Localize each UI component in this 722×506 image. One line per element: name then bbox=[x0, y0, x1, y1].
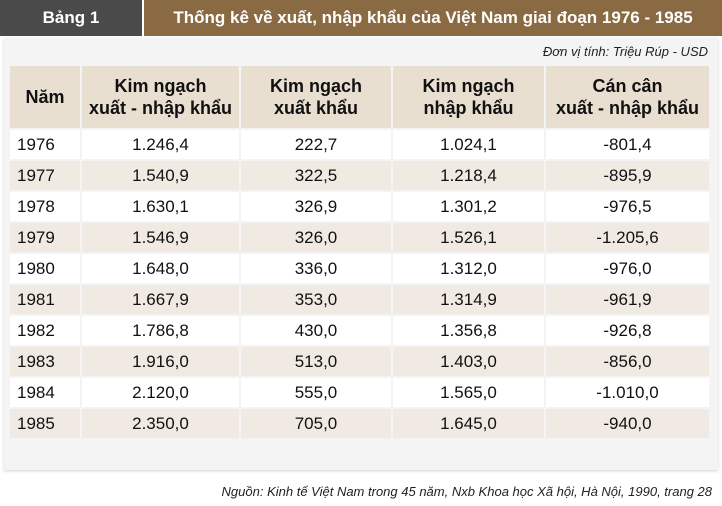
year-cell: 1980 bbox=[10, 254, 82, 285]
imports-cell: 1.526,1 bbox=[393, 223, 546, 254]
exports-cell: 513,0 bbox=[241, 347, 393, 378]
year-cell: 1982 bbox=[10, 316, 82, 347]
total-trade-cell: 1.546,9 bbox=[82, 223, 241, 254]
total-trade-cell: 2.350,0 bbox=[82, 409, 241, 440]
col-header-line: Kim ngạch bbox=[269, 76, 362, 96]
table-row: 1978 1.630,1 326,9 1.301,2 -976,5 bbox=[10, 192, 709, 223]
imports-cell: 1.024,1 bbox=[393, 130, 546, 161]
total-trade-cell: 1.648,0 bbox=[82, 254, 241, 285]
trade-balance-cell: -961,9 bbox=[546, 285, 709, 316]
col-header-line: Cán cân bbox=[592, 76, 663, 96]
imports-cell: 1.218,4 bbox=[393, 161, 546, 192]
col-header-line: Kim ngạch bbox=[114, 76, 207, 96]
year-cell: 1978 bbox=[10, 192, 82, 223]
trade-balance-cell: -801,4 bbox=[546, 130, 709, 161]
total-trade-cell: 1.667,9 bbox=[82, 285, 241, 316]
table-row: 1980 1.648,0 336,0 1.312,0 -976,0 bbox=[10, 254, 709, 285]
year-cell: 1977 bbox=[10, 161, 82, 192]
total-trade-cell: 1.916,0 bbox=[82, 347, 241, 378]
exports-cell: 326,0 bbox=[241, 223, 393, 254]
trade-balance-cell: -1.010,0 bbox=[546, 378, 709, 409]
imports-cell: 1.645,0 bbox=[393, 409, 546, 440]
col-header-imports: Kim ngạch nhập khẩu bbox=[393, 66, 546, 130]
exports-cell: 555,0 bbox=[241, 378, 393, 409]
trade-balance-cell: -926,8 bbox=[546, 316, 709, 347]
exports-cell: 336,0 bbox=[241, 254, 393, 285]
table-row: 1976 1.246,4 222,7 1.024,1 -801,4 bbox=[10, 130, 709, 161]
exports-cell: 326,9 bbox=[241, 192, 393, 223]
trade-balance-cell: -976,0 bbox=[546, 254, 709, 285]
imports-cell: 1.301,2 bbox=[393, 192, 546, 223]
unit-note: Đơn vị tính: Triệu Rúp - USD bbox=[542, 44, 708, 59]
trade-balance-cell: -856,0 bbox=[546, 347, 709, 378]
col-header-line: Năm bbox=[25, 87, 65, 107]
col-header-line: xuất - nhập khẩu bbox=[88, 98, 232, 118]
total-trade-cell: 1.540,9 bbox=[82, 161, 241, 192]
table-title: Thống kê về xuất, nhập khẩu của Việt Nam… bbox=[144, 0, 722, 36]
imports-cell: 1.312,0 bbox=[393, 254, 546, 285]
trade-statistics-table: Năm Kim ngạch xuất - nhập khẩu Kim ngạch xuấ… bbox=[10, 66, 709, 440]
imports-cell: 1.403,0 bbox=[393, 347, 546, 378]
col-header-line: nhập khẩu bbox=[423, 98, 514, 118]
col-header-line: Kim ngạch bbox=[422, 76, 515, 96]
col-header-year: Năm bbox=[10, 66, 82, 130]
total-trade-cell: 1.786,8 bbox=[82, 316, 241, 347]
table-panel: Đơn vị tính: Triệu Rúp - USD Năm Kim ngạc… bbox=[4, 38, 718, 470]
table-row: 1984 2.120,0 555,0 1.565,0 -1.010,0 bbox=[10, 378, 709, 409]
exports-cell: 705,0 bbox=[241, 409, 393, 440]
trade-balance-cell: -895,9 bbox=[546, 161, 709, 192]
table-row: 1981 1.667,9 353,0 1.314,9 -961,9 bbox=[10, 285, 709, 316]
year-cell: 1981 bbox=[10, 285, 82, 316]
table-body: 1976 1.246,4 222,7 1.024,1 -801,4 1977 1.540,9… bbox=[10, 130, 709, 440]
table-number-label: Bảng 1 bbox=[0, 0, 142, 36]
table-header-row: Năm Kim ngạch xuất - nhập khẩu Kim ngạch xuấ… bbox=[10, 66, 709, 130]
col-header-exports: Kim ngạch xuất khẩu bbox=[241, 66, 393, 130]
table-header-bar: Bảng 1 Thống kê về xuất, nhập khẩu của V… bbox=[0, 0, 722, 36]
col-header-total-trade: Kim ngạch xuất - nhập khẩu bbox=[82, 66, 241, 130]
exports-cell: 353,0 bbox=[241, 285, 393, 316]
table-row: 1982 1.786,8 430,0 1.356,8 -926,8 bbox=[10, 316, 709, 347]
trade-balance-cell: -1.205,6 bbox=[546, 223, 709, 254]
col-header-trade-balance: Cán cân xuất - nhập khẩu bbox=[546, 66, 709, 130]
table-row: 1977 1.540,9 322,5 1.218,4 -895,9 bbox=[10, 161, 709, 192]
exports-cell: 430,0 bbox=[241, 316, 393, 347]
imports-cell: 1.565,0 bbox=[393, 378, 546, 409]
col-header-line: xuất - nhập khẩu bbox=[555, 98, 699, 118]
table-row: 1983 1.916,0 513,0 1.403,0 -856,0 bbox=[10, 347, 709, 378]
total-trade-cell: 1.246,4 bbox=[82, 130, 241, 161]
source-note: Nguồn: Kinh tế Việt Nam trong 45 năm, Nx… bbox=[221, 484, 712, 499]
year-cell: 1985 bbox=[10, 409, 82, 440]
exports-cell: 322,5 bbox=[241, 161, 393, 192]
table-row: 1979 1.546,9 326,0 1.526,1 -1.205,6 bbox=[10, 223, 709, 254]
trade-balance-cell: -976,5 bbox=[546, 192, 709, 223]
exports-cell: 222,7 bbox=[241, 130, 393, 161]
imports-cell: 1.356,8 bbox=[393, 316, 546, 347]
total-trade-cell: 2.120,0 bbox=[82, 378, 241, 409]
year-cell: 1979 bbox=[10, 223, 82, 254]
year-cell: 1983 bbox=[10, 347, 82, 378]
total-trade-cell: 1.630,1 bbox=[82, 192, 241, 223]
imports-cell: 1.314,9 bbox=[393, 285, 546, 316]
year-cell: 1984 bbox=[10, 378, 82, 409]
col-header-line: xuất khẩu bbox=[273, 98, 359, 118]
table-row: 1985 2.350,0 705,0 1.645,0 -940,0 bbox=[10, 409, 709, 440]
trade-balance-cell: -940,0 bbox=[546, 409, 709, 440]
year-cell: 1976 bbox=[10, 130, 82, 161]
